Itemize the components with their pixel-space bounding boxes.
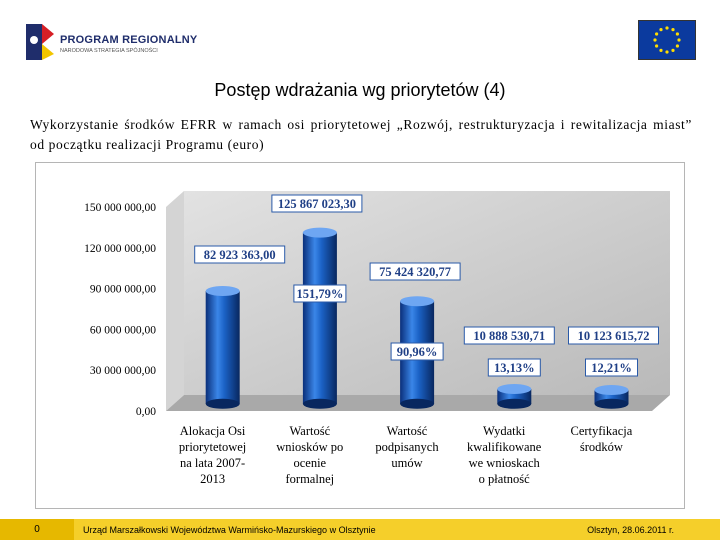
slide-subtitle: Wykorzystanie środków EFRR w ramach osi … (30, 117, 692, 152)
category-label: Alokacja Osi (180, 424, 246, 438)
footer-left-bar (0, 519, 74, 540)
value-label-box (463, 326, 555, 345)
y-tick-label: 120 000 000,00 (84, 243, 156, 255)
category-label: środków (580, 440, 623, 454)
percent-label-box (487, 358, 541, 377)
footer-place-date: Olsztyn, 28.06.2011 r. (587, 525, 674, 535)
value-label: 10 888 530,71 (473, 329, 545, 343)
logo-title: PROGRAM REGIONALNY (60, 34, 198, 46)
category-label: formalnej (286, 472, 335, 486)
value-label: 82 923 363,00 (204, 248, 276, 262)
y-tick-label: 30 000 000,00 (90, 365, 156, 377)
slide-title: Postęp wdrażania wg priorytetów (4) (214, 80, 506, 100)
category-label: priorytetowej (179, 440, 246, 454)
y-tick-label: 150 000 000,00 (84, 202, 156, 214)
category-label: ocenie (293, 456, 326, 470)
percent-label-box (390, 342, 444, 361)
percent-label-box (293, 284, 347, 303)
bar-top (302, 227, 337, 238)
bar-top (497, 383, 532, 394)
bar-base (594, 398, 629, 409)
eu-flag-icon (638, 20, 696, 60)
bar-top (400, 296, 435, 307)
page-number: 0 (34, 524, 40, 535)
program-regionalny-logo-icon (26, 24, 54, 60)
category-label: umów (391, 456, 422, 470)
logo-subtitle: NARODOWA STRATEGIA SPÓJNOŚCI (60, 48, 158, 54)
category-label: o płatność (479, 472, 530, 486)
category-label: 2013 (200, 472, 225, 486)
category-label: wniosków po (276, 440, 343, 454)
category-label: podpisanych (375, 440, 439, 454)
category-label: kwalifikowane (467, 440, 542, 454)
bar-base (400, 398, 435, 409)
category-label: Wartość (387, 424, 428, 438)
category-label: Wydatki (483, 424, 526, 438)
bar-body (302, 232, 337, 404)
bar-body (205, 291, 240, 404)
category-label: na lata 2007- (180, 456, 245, 470)
value-label-box (194, 245, 286, 264)
y-tick-label: 0,00 (136, 406, 156, 418)
value-label-box (568, 326, 659, 345)
value-label: 10 123 615,72 (578, 329, 650, 343)
bar-top (594, 385, 629, 396)
bar-top (205, 286, 240, 297)
percent-label-box (585, 358, 638, 377)
value-label: 75 424 320,77 (379, 265, 451, 279)
category-label: Certyfikacja (571, 424, 633, 438)
value-label-box (271, 194, 363, 213)
bar-base (205, 398, 240, 409)
bar-chart: 0,00 30 000 000,00 60 000 000,00 90 000 000… (84, 191, 670, 486)
value-label-box (369, 262, 461, 281)
footer-organization: Urząd Marszałkowski Województwa Warmińsk… (83, 525, 376, 535)
eu-stars (653, 26, 681, 54)
program-regionalny-logo: PROGRAM REGIONALNY NARODOWA STRATEGIA SP… (24, 20, 214, 66)
value-label: 125 867 023,30 (278, 197, 356, 211)
percent-label: 151,79% (296, 287, 343, 301)
footer-main-bar (74, 519, 720, 540)
y-tick-label: 90 000 000,00 (90, 284, 156, 296)
chart-side-wall (166, 191, 184, 411)
bar-base (302, 398, 337, 409)
percent-label: 13,13% (494, 361, 535, 375)
bar-base (497, 398, 532, 409)
y-tick-label: 60 000 000,00 (90, 324, 156, 336)
category-label: Wartość (289, 424, 330, 438)
percent-label: 90,96% (397, 345, 438, 359)
percent-label: 12,21% (591, 361, 632, 375)
category-label: we wnioskach (469, 456, 541, 470)
chart-container: 0,00 30 000 000,00 60 000 000,00 90 000 000… (35, 162, 685, 509)
